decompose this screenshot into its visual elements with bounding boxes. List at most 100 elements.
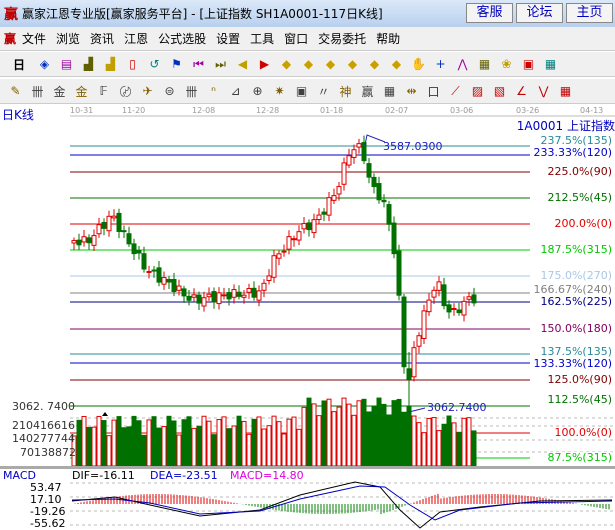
- grid-icon[interactable]: 卌: [31, 84, 44, 99]
- menu-help[interactable]: 帮助: [376, 32, 401, 46]
- lines-icon[interactable]: 卌: [185, 84, 198, 99]
- menu-trade[interactable]: 交易委托: [318, 32, 367, 46]
- candle: [171, 279, 177, 293]
- candle: [136, 250, 142, 254]
- service-button[interactable]: 客服: [466, 3, 513, 23]
- candle: [166, 278, 172, 283]
- zigzag-icon[interactable]: ⋀: [457, 57, 468, 71]
- candle: [281, 250, 287, 253]
- price-axis-low: 3062. 7400: [12, 400, 75, 413]
- date-tick: 03-26: [516, 106, 540, 115]
- flag-icon[interactable]: ⚑: [171, 57, 182, 71]
- square-icon[interactable]: ▣: [295, 84, 308, 98]
- expand-all-icon[interactable]: ◆: [369, 57, 380, 71]
- macd-axis-2: 17.10: [30, 493, 62, 506]
- expand-h-icon[interactable]: ◆: [325, 57, 336, 71]
- volume-bar: [356, 400, 362, 467]
- volume-bar: [166, 415, 172, 467]
- menu-bar: 赢 文件 浏览 资讯 江恩 公式选股 设置 工具 窗口 交易委托 帮助: [0, 27, 615, 51]
- chart9-icon[interactable]: ▟: [105, 57, 116, 71]
- parallel-icon[interactable]: 〃: [317, 84, 330, 99]
- volume-bar: [306, 397, 312, 467]
- grid-red-icon[interactable]: ▦: [559, 84, 572, 98]
- span-icon[interactable]: ⇹: [406, 84, 417, 98]
- wave-icon[interactable]: ⋁: [538, 84, 549, 98]
- left-icon[interactable]: ◀: [237, 57, 248, 71]
- fib-icon[interactable]: 𝔽: [99, 84, 108, 98]
- menu-file[interactable]: 文件: [22, 32, 47, 46]
- toolbar-drawing: ✎ 卌金金 𝔽 〄 ✈ ⊜ 卌 ⁿ ⊿ ⊕ ✷ ▣ 〃神赢 ▦ ⇹ 口 ⟋ ▨ ▧ ∠ ⋁ ▦: [0, 79, 615, 104]
- candle: [351, 149, 357, 158]
- gold-icon[interactable]: 金: [53, 84, 66, 99]
- candle: [126, 233, 132, 245]
- arrow-left-diamond-icon[interactable]: ◆: [281, 57, 292, 71]
- hand-icon[interactable]: ✋: [411, 57, 426, 71]
- notes-icon[interactable]: ▤: [60, 57, 73, 71]
- tree-icon[interactable]: ❀: [501, 57, 512, 71]
- fan-icon[interactable]: ⊿: [230, 84, 241, 98]
- first-icon[interactable]: ⏮: [193, 56, 204, 71]
- box-icon[interactable]: 口: [427, 84, 440, 99]
- crosshair-icon[interactable]: +: [435, 57, 446, 71]
- candle: [186, 295, 192, 301]
- candle: [286, 236, 292, 250]
- square-red-icon[interactable]: ▨: [471, 84, 484, 98]
- candle: [226, 292, 232, 300]
- calendar-icon[interactable]: ▣: [522, 57, 535, 71]
- menu-settings[interactable]: 设置: [216, 32, 241, 46]
- fib-level-label: 212.5%(45): [547, 191, 612, 204]
- volume-bar: [301, 406, 307, 467]
- volume-bar: [381, 403, 387, 467]
- menu-browse[interactable]: 浏览: [56, 32, 81, 46]
- collapse-icon[interactable]: ◆: [347, 57, 358, 71]
- calculator-icon[interactable]: ▦: [544, 57, 557, 71]
- box-red-icon[interactable]: ▧: [493, 84, 506, 98]
- circle-icon[interactable]: ⊜: [164, 84, 175, 98]
- stock-icon[interactable]: ◈: [39, 57, 50, 71]
- volume-bar: [386, 414, 392, 467]
- star-icon[interactable]: ✷: [274, 84, 285, 98]
- arrow-right-diamond-icon[interactable]: ◆: [303, 57, 314, 71]
- toolbar-main: 日 ◈ ▤ ▟ ▟ ▯ ↺ ⚑ ⏮ ⏭ ◀ ▶ ◆ ◆ ◆ ◆ ◆ ◆ ✋ + ⋀ ▦ ❀ ▣ ▦: [0, 52, 615, 77]
- candle: [401, 296, 407, 368]
- last-icon[interactable]: ⏭: [215, 56, 226, 71]
- volume-bar: [396, 398, 402, 467]
- menu-gann[interactable]: 江恩: [124, 32, 149, 46]
- win-icon[interactable]: 赢: [361, 84, 374, 99]
- menu-tools[interactable]: 工具: [250, 32, 275, 46]
- menu-screener[interactable]: 公式选股: [158, 32, 207, 46]
- volume-bar: [116, 416, 122, 467]
- forum-button[interactable]: 论坛: [516, 3, 563, 23]
- reset-icon[interactable]: ↺: [149, 57, 160, 71]
- angle-icon[interactable]: ∠: [516, 84, 527, 98]
- chart3-icon[interactable]: ▟: [83, 57, 94, 71]
- n2-icon[interactable]: ⁿ: [211, 84, 216, 98]
- period-dropdown[interactable]: 日: [12, 57, 25, 72]
- volume-bar: [231, 425, 237, 467]
- god-icon[interactable]: 神: [339, 84, 352, 99]
- spiral-icon[interactable]: 〄: [119, 84, 132, 99]
- date-axis: 10-31 11-20 12-08 12-28 01-18 02-07 03-06 03-26…: [0, 105, 615, 117]
- volume-bar: [426, 417, 432, 467]
- panel-divider[interactable]: [0, 466, 615, 469]
- fan-red-icon[interactable]: ⟋: [451, 83, 460, 98]
- date-tick: 10-31: [70, 106, 94, 115]
- gold2-icon[interactable]: 金: [75, 84, 88, 99]
- pen-icon[interactable]: ✎: [10, 84, 21, 98]
- target-icon[interactable]: ⊕: [252, 84, 263, 98]
- section-icon[interactable]: ▦: [478, 57, 491, 71]
- rocket-icon[interactable]: ✈: [142, 84, 153, 98]
- ruler-icon[interactable]: ▦: [383, 84, 396, 98]
- home-button[interactable]: 主页: [566, 3, 613, 23]
- expand-v-icon[interactable]: ◆: [391, 57, 402, 71]
- fib-level-label: 112.5%(45): [547, 393, 612, 406]
- right-icon[interactable]: ▶: [259, 57, 270, 71]
- candle: [251, 287, 257, 298]
- volume-bar: [321, 400, 327, 467]
- volume-bar: [81, 416, 87, 467]
- menu-window[interactable]: 窗口: [284, 32, 309, 46]
- menu-info[interactable]: 资讯: [90, 32, 115, 46]
- candle-icon[interactable]: ▯: [129, 57, 136, 71]
- low-marker: [408, 407, 426, 413]
